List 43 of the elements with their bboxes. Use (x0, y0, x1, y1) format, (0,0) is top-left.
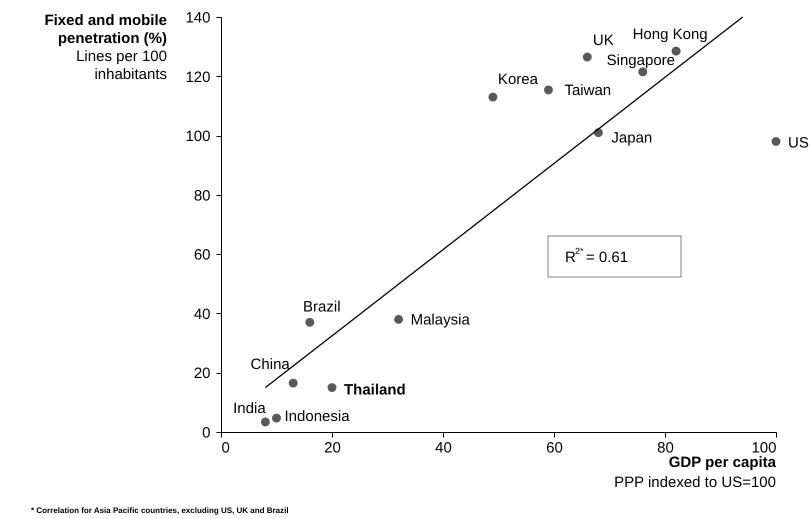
text: PPP indexed to US=100 (614, 474, 776, 491)
x-axis-title: GDP per capita (668, 454, 777, 471)
x-tick-label: 80 (657, 440, 674, 456)
y-axis-title: Fixed and mobile penetration (%) (44, 12, 167, 47)
x-tick-label: 40 (435, 440, 452, 456)
point (394, 314, 404, 324)
x-tick-label: 100 (751, 440, 776, 456)
point (328, 383, 336, 392)
y-tick-label: 140 (185, 10, 210, 26)
y-tick-label: 120 (185, 68, 210, 86)
x-tick-label: 0 (222, 440, 230, 456)
annotation: Taiwan (564, 82, 612, 99)
point (544, 85, 553, 94)
annotation: India (233, 400, 266, 417)
y-tick-label: 60 (194, 246, 210, 264)
annotation: Malaysia (410, 311, 470, 328)
annotation: Indonesia (284, 408, 350, 426)
x-tick-label: 60 (546, 440, 563, 456)
point (582, 52, 592, 62)
y-tick-label: 40 (194, 306, 210, 323)
annotation: Brazil (303, 298, 341, 316)
annotation: China (250, 356, 290, 374)
annotation: Thailand (344, 382, 406, 399)
text: Lines per 100 inhabitants (76, 48, 167, 83)
point (772, 137, 780, 146)
point (260, 417, 270, 426)
annotation: UK (592, 32, 614, 50)
text: * Correlation for Asia Pacific countries, excluding US, UK and Brazil (31, 506, 289, 515)
point (272, 414, 281, 423)
point (488, 92, 498, 102)
point (288, 378, 298, 388)
annotation: Hong Kong (632, 26, 708, 44)
y-tick-label: 20 (194, 365, 210, 382)
annotation: Japan (611, 130, 652, 147)
x-tick-label: 20 (324, 440, 341, 456)
y-tick-label: 100 (185, 128, 210, 146)
annotation: US (788, 134, 809, 152)
y-tick-label: 0 (202, 424, 210, 442)
point (305, 318, 314, 327)
annotation: Korea (498, 71, 539, 88)
annotation: Singapore (606, 52, 675, 69)
y-tick-label: 80 (194, 187, 210, 204)
point (672, 46, 681, 56)
